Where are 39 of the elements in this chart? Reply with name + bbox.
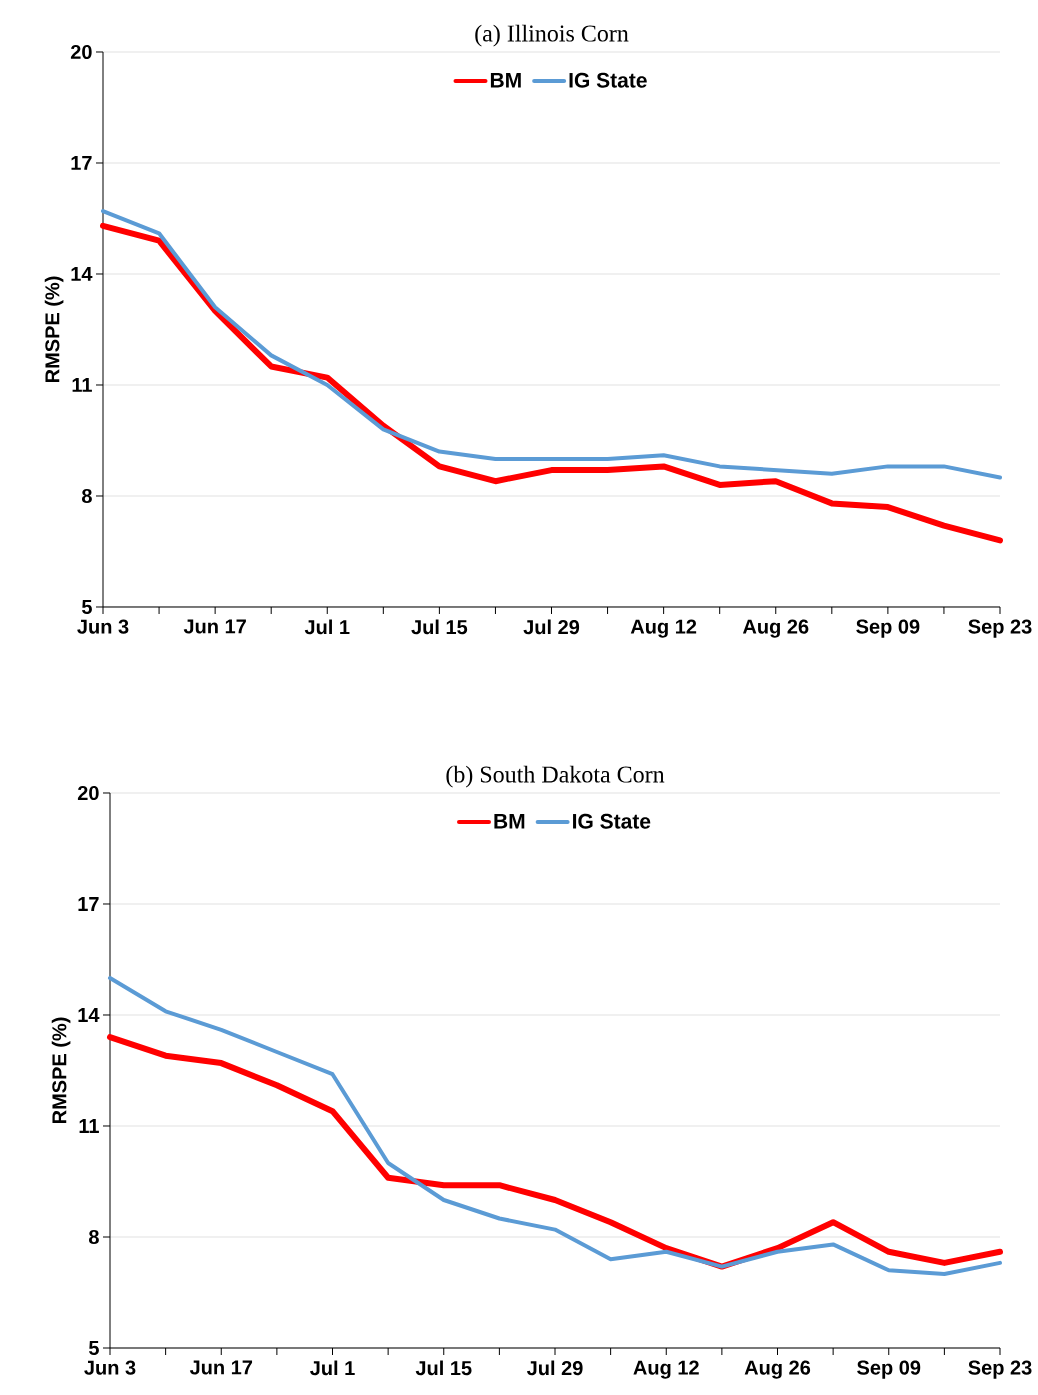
x-tick-label: Jun 17 [183,619,246,634]
y-tick-label: 8 [89,1229,99,1245]
y-tick-label: 8 [82,488,92,504]
y-tick-label: 11 [72,378,92,392]
x-tick-label: Jul 15 [411,619,468,635]
y-tick-label: 5 [81,600,92,614]
x-tick-label: Jul 1 [310,1360,355,1376]
x-tick-label: Sep 09 [856,619,920,638]
x-tick-label: Sep 23 [968,619,1032,638]
y-tick-label: 20 [77,785,99,801]
x-tick-label: Aug 26 [744,1360,811,1379]
y-tick-label: 11 [79,1119,99,1133]
x-tick-label: Aug 26 [742,619,809,638]
x-tick-label: Aug 12 [630,619,697,638]
y-tick-label: 17 [71,156,92,170]
x-tick-label: Jun 3 [84,1360,136,1375]
legend-label: IG State [569,72,647,88]
line-series [108,976,1003,1276]
y-tick-label: 14 [71,267,93,281]
x-tick-label: Sep 23 [968,1360,1032,1379]
x-tick-label: Sep 09 [857,1360,921,1379]
legend-label: BM [490,72,521,88]
x-tick-label: Jun 3 [77,619,129,634]
x-tick-label: Jun 17 [189,1360,253,1375]
x-tick-label: Jul 29 [526,1360,583,1376]
x-tick-label: Jul 29 [523,619,580,635]
legend-label: IG State [573,813,651,829]
y-tick-label: 20 [70,44,92,60]
legend-label: BM [494,813,525,829]
y-tick-label: 17 [78,897,99,911]
y-axis-title: RMSPE (%) [51,1017,71,1124]
chart-title: (a) Illinois Corn [475,24,629,47]
x-tick-label: Aug 12 [633,1360,699,1379]
y-tick-label: 14 [78,1008,100,1022]
y-axis-title: RMSPE (%) [44,276,64,383]
chart-title: (b) South Dakota Corn [446,765,665,788]
x-tick-label: Jul 1 [304,619,350,635]
y-tick-label: 5 [88,1341,99,1355]
x-tick-label: Jul 15 [415,1360,472,1376]
